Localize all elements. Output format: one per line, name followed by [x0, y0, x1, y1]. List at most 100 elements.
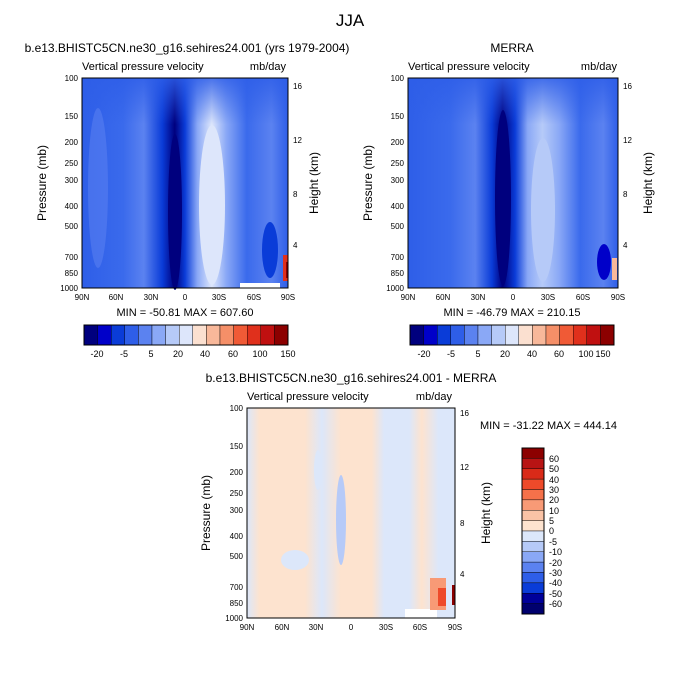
colorbar-swatch: [110, 324, 125, 346]
colorbar-swatch: [409, 324, 424, 346]
descent-core: [199, 125, 225, 285]
colorbar-labels: -20 -5 5 20 40 60 100 150: [90, 349, 295, 359]
plot-frame: [81, 77, 289, 289]
colorbar-label: -40: [549, 578, 562, 588]
colorbar-swatch: [521, 572, 545, 584]
north-pole-band: [88, 108, 108, 268]
x-axis-ticks: 90N 60N 30N 0 30S 60S 90S: [240, 623, 462, 632]
y-right-axis-label: Height (km): [641, 152, 655, 214]
colorbar-frame: [521, 447, 545, 615]
y-tick-label: 850: [391, 269, 405, 278]
topography-mask: [405, 609, 437, 618]
colorbar-swatch: [83, 324, 98, 346]
y-axis-label: Pressure (mb): [199, 475, 213, 551]
upper-shading: [82, 78, 288, 288]
x-tick-label: 60N: [436, 293, 451, 302]
colorbar-swatch: [521, 582, 545, 594]
x-tick-label: 0: [511, 293, 516, 302]
y-tick-label: 500: [391, 222, 405, 231]
colorbar-swatch: [521, 520, 545, 532]
colorbar-label: 40: [549, 475, 559, 485]
colorbar-swatch: [521, 447, 545, 459]
negative-anomaly: [336, 475, 346, 565]
y-tick-label: 250: [230, 489, 244, 498]
colorbar-swatch: [246, 324, 261, 346]
y-tick-label: 200: [230, 468, 244, 477]
colorbar-swatch: [518, 324, 533, 346]
y-axis-ticks: 100 150 200 250 300 400 500 700 850 1000: [60, 74, 78, 293]
colorbar-label: 20: [500, 349, 510, 359]
panel-units: mb/day: [416, 391, 453, 403]
plot-area: [247, 408, 455, 618]
colorbar-swatch: [521, 489, 545, 501]
y-right-axis-label: Height (km): [479, 482, 493, 544]
colorbar-swatch: [573, 324, 588, 346]
colorbar-label: -20: [90, 349, 103, 359]
y-tick-label: 150: [65, 112, 79, 121]
panel-model: b.e13.BHISTC5CN.ne30_g16.sehires24.001 (…: [25, 41, 350, 359]
y-tick-label: 700: [230, 583, 244, 592]
colorbar-frame: [83, 324, 289, 346]
panel-title: b.e13.BHISTC5CN.ne30_g16.sehires24.001 -…: [206, 371, 497, 385]
colorbar-swatch: [450, 324, 465, 346]
colorbar-frame: [409, 324, 615, 346]
x-tick-label: 30S: [541, 293, 555, 302]
colorbar-swatch: [491, 324, 506, 346]
y-right-ticks: 16 12 8 4: [623, 82, 632, 250]
x-axis-ticks: 90N 60N 30N 0 30S 60S 90S: [401, 293, 625, 302]
colorbar-label: 100: [578, 349, 593, 359]
height-tick-label: 4: [460, 570, 465, 579]
min-max-stats: MIN = -46.79 MAX = 210.15: [444, 307, 581, 319]
height-tick-label: 12: [623, 136, 632, 145]
colorbar-swatch: [521, 458, 545, 469]
colorbar-label: 100: [252, 349, 267, 359]
colorbar-swatch: [219, 324, 234, 346]
colorbar-swatch: [521, 530, 545, 542]
colorbar-swatch: [521, 541, 545, 552]
plot-area: [408, 78, 618, 288]
colorbar-swatch: [178, 324, 193, 346]
colorbar-label: -20: [417, 349, 430, 359]
x-tick-label: 60S: [413, 623, 427, 632]
x-tick-label: 30N: [144, 293, 159, 302]
x-tick-label: 30N: [309, 623, 324, 632]
y-tick-label: 100: [391, 74, 405, 83]
colorbar-swatch: [274, 324, 289, 346]
y-tick-label: 100: [230, 404, 244, 413]
y-tick-label: 400: [230, 532, 244, 541]
colorbar-swatch: [521, 593, 545, 604]
colorbar-swatch: [260, 324, 275, 346]
colorbar-label: 30: [549, 485, 559, 495]
colorbar-swatch: [600, 324, 615, 346]
colorbar-swatch: [192, 324, 207, 346]
south-anomaly: [597, 244, 611, 280]
colorbar-label: -20: [549, 558, 562, 568]
min-max-stats: MIN = -50.81 MAX = 607.60: [117, 307, 254, 319]
x-tick-label: 90S: [448, 623, 462, 632]
height-tick-label: 8: [293, 190, 298, 199]
y-tick-label: 250: [65, 159, 79, 168]
y-right-ticks: 16 12 8 4: [460, 409, 469, 579]
upper-shading: [408, 78, 618, 288]
colorbar: [409, 324, 615, 346]
antarctic-maximum: [612, 258, 617, 280]
height-tick-label: 12: [293, 136, 302, 145]
colorbar-label: 150: [595, 349, 610, 359]
colorbar-swatch: [521, 551, 545, 563]
height-tick-label: 16: [293, 82, 302, 91]
colorbar-label: 0: [549, 526, 554, 536]
x-tick-label: 60N: [109, 293, 124, 302]
panel-units: mb/day: [581, 61, 618, 73]
y-tick-label: 200: [65, 138, 79, 147]
y-tick-label: 300: [230, 506, 244, 515]
x-tick-label: 90N: [75, 293, 90, 302]
height-tick-label: 4: [623, 241, 628, 250]
colorbar-swatch: [437, 324, 452, 346]
negative-anomaly: [314, 450, 322, 490]
y-tick-label: 150: [391, 112, 405, 121]
colorbar-swatch: [521, 510, 545, 521]
y-tick-label: 700: [391, 253, 405, 262]
x-tick-label: 30N: [471, 293, 486, 302]
y-tick-label: 500: [65, 222, 79, 231]
height-tick-label: 8: [460, 519, 465, 528]
